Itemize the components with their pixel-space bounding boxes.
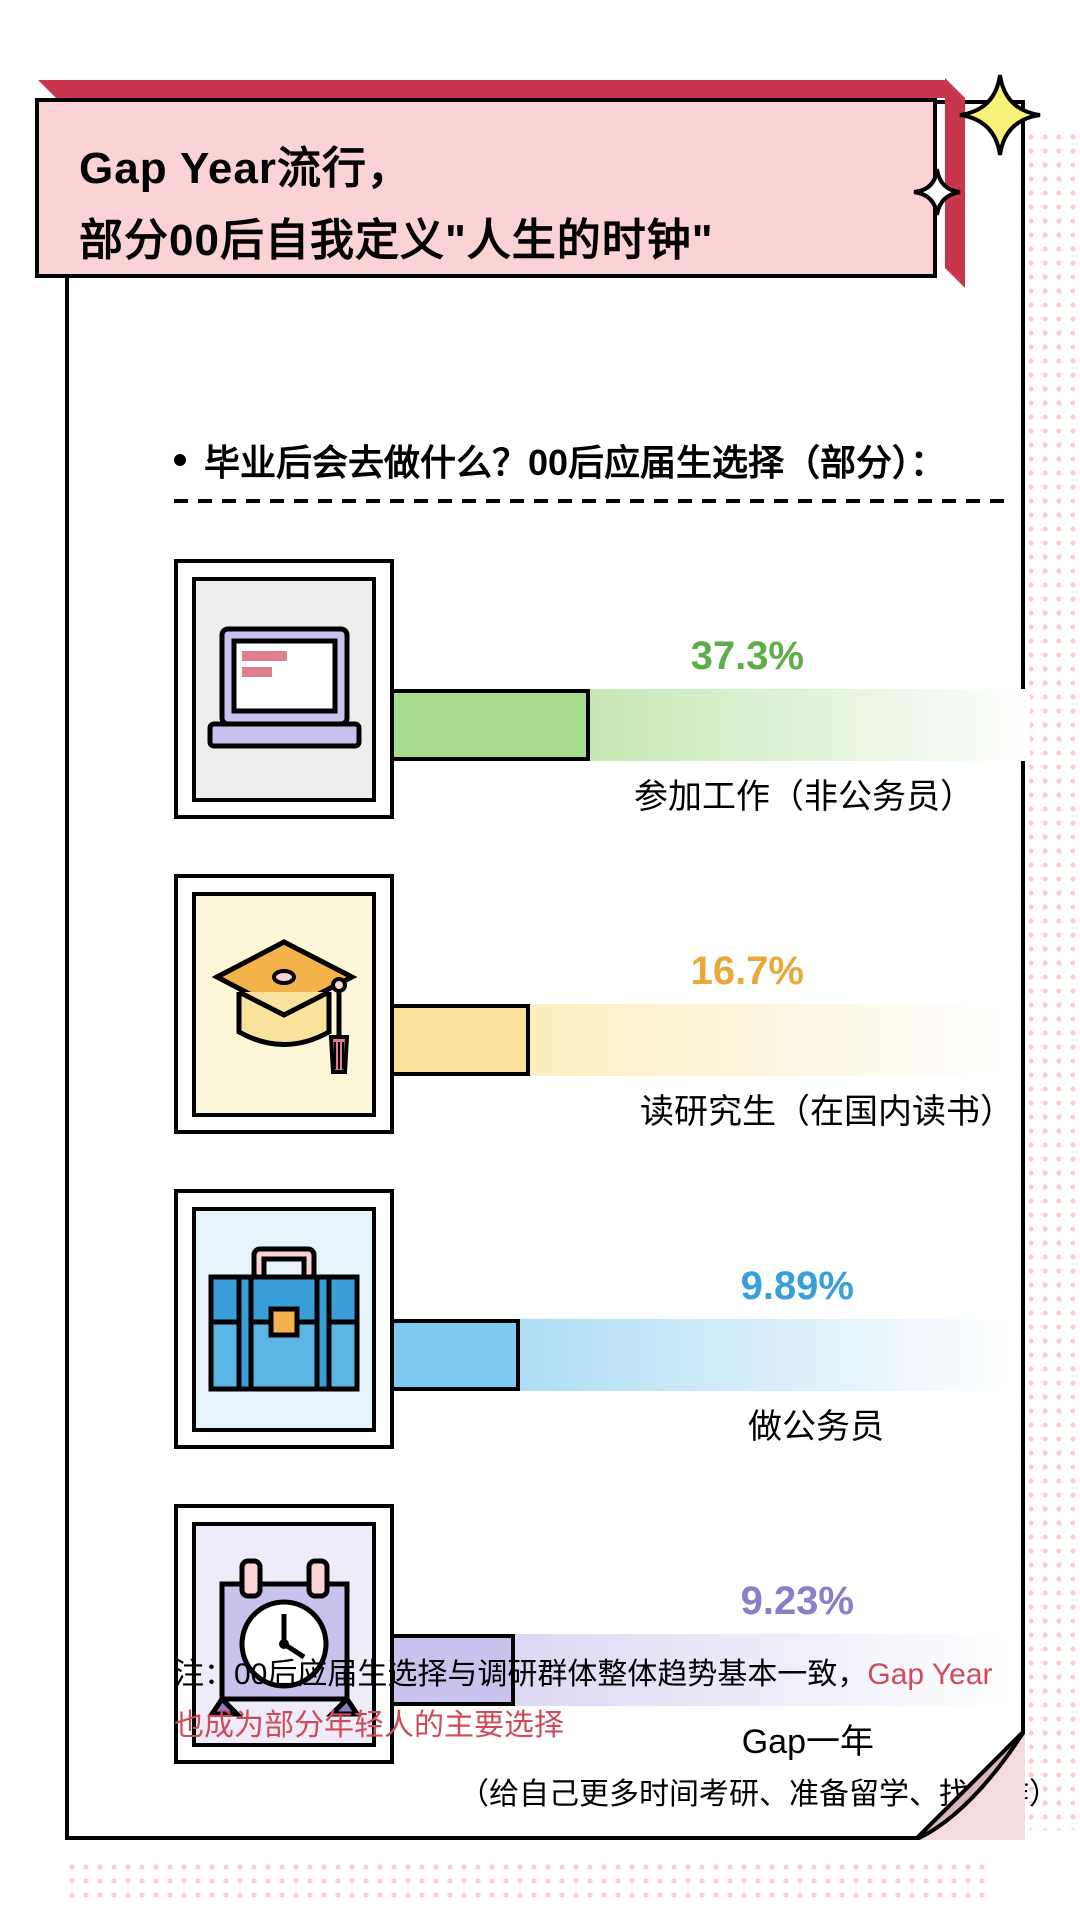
star-big-icon: [955, 70, 1045, 160]
title-box: Gap Year流行， 部分00后自我定义"人生的时钟": [35, 80, 955, 280]
subtitle-underline: [174, 499, 1004, 503]
bar-solid: [390, 1004, 530, 1076]
chart-row: 16.7% 读研究生（在国内读书）: [174, 874, 1054, 1134]
icon-card: [174, 1189, 394, 1449]
row-label: 读研究生（在国内读书）: [640, 1084, 1014, 1133]
icon-card: [174, 874, 394, 1134]
footnote: 注：00后应届生选择与调研群体整体趋势基本一致，Gap Year也成为部分年轻人…: [174, 1649, 994, 1751]
bar-fade: [520, 1319, 1010, 1391]
title-line1: Gap Year流行，: [79, 132, 893, 196]
subtitle-text: 毕业后会去做什么？00后应届生选择（部分）：: [204, 434, 946, 486]
star-small-icon: [910, 165, 965, 220]
briefcase-icon: [192, 1207, 376, 1432]
laptop-icon: [192, 577, 376, 802]
icon-card: [174, 559, 394, 819]
subtitle: 毕业后会去做什么？00后应届生选择（部分）：: [174, 434, 1044, 486]
row-label: 参加工作（非公务员）: [634, 769, 974, 818]
title-line2: 部分00后自我定义"人生的时钟": [79, 204, 893, 268]
footnote-part1: 注：00后应届生选择与调研群体整体趋势基本一致，: [174, 1658, 867, 1691]
percentage-value: 9.89%: [741, 1264, 854, 1309]
dot-pattern-bottom: [65, 1860, 985, 1900]
bullet-icon: [174, 454, 186, 466]
title-front: Gap Year流行， 部分00后自我定义"人生的时钟": [35, 98, 937, 278]
main-frame: 毕业后会去做什么？00后应届生选择（部分）： 37.3% 参加工作（非公务员）: [65, 100, 1025, 1840]
percentage-value: 16.7%: [691, 949, 804, 994]
chart-row: 37.3% 参加工作（非公务员）: [174, 559, 1054, 819]
title-3d-top: [38, 80, 964, 98]
bar-solid: [390, 689, 590, 761]
chart-rows: 37.3% 参加工作（非公务员） 16.7% 读研究生（在国内读书）: [174, 559, 1054, 1819]
percentage-value: 37.3%: [691, 634, 804, 679]
bar-solid: [390, 1319, 520, 1391]
row-label: 做公务员: [748, 1399, 884, 1448]
bar-fade: [590, 689, 1030, 761]
percentage-value: 9.23%: [741, 1579, 854, 1624]
bar-fade: [530, 1004, 1010, 1076]
chart-row: 9.89% 做公务员: [174, 1189, 1054, 1449]
gradcap-icon: [192, 892, 376, 1117]
page-curl-icon: [915, 1730, 1025, 1840]
